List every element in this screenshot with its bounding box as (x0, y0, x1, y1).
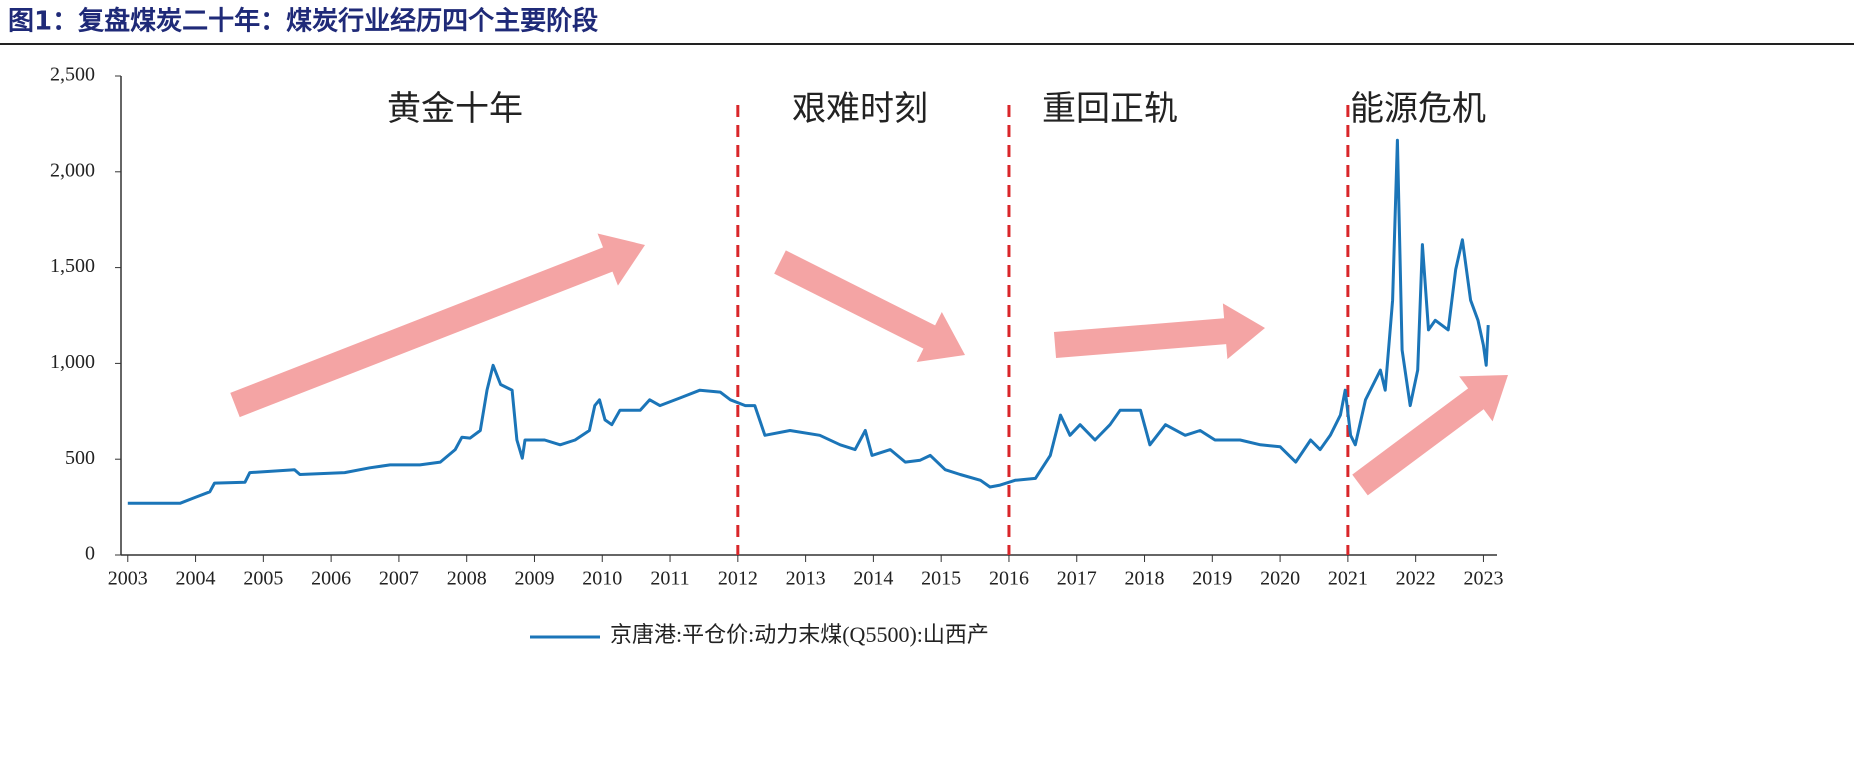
x-tick-label: 2018 (1125, 568, 1165, 590)
x-tick-label: 2011 (650, 568, 689, 590)
y-tick-label: 0 (85, 543, 95, 565)
trend-arrow (774, 250, 965, 363)
y-tick-label: 1,500 (50, 255, 95, 277)
x-tick-label: 2005 (243, 568, 283, 590)
y-tick-label: 500 (65, 447, 95, 469)
x-tick-label: 2003 (108, 568, 148, 590)
x-tick-label: 2009 (514, 568, 554, 590)
x-tick-label: 2013 (786, 568, 826, 590)
x-tick-label: 2019 (1192, 568, 1232, 590)
x-tick-label: 2014 (853, 568, 893, 590)
x-tick-label: 2012 (718, 568, 758, 590)
x-tick-label: 2007 (379, 568, 419, 590)
phase-label: 艰难时刻 (792, 90, 928, 128)
x-tick-label: 2016 (989, 568, 1029, 590)
y-tick-label: 2,500 (50, 64, 95, 86)
legend-label: 京唐港:平仓价:动力末煤(Q5500):山西产 (610, 622, 989, 647)
x-tick-label: 2008 (447, 568, 487, 590)
x-tick-label: 2022 (1396, 568, 1436, 590)
trend-arrow (1352, 375, 1508, 496)
y-tick-label: 1,000 (50, 351, 95, 373)
x-tick-label: 2010 (582, 568, 622, 590)
x-tick-label: 2023 (1463, 568, 1503, 590)
phase-label: 能源危机 (1350, 90, 1486, 128)
series-line (127, 138, 1490, 505)
trend-arrow (230, 233, 646, 418)
x-tick-label: 2004 (176, 568, 216, 590)
x-tick-label: 2017 (1057, 568, 1097, 590)
phase-label: 重回正轨 (1042, 90, 1178, 128)
chart-title: 图1：复盘煤炭二十年：煤炭行业经历四个主要阶段 (8, 6, 598, 37)
x-tick-label: 2006 (311, 568, 351, 590)
x-tick-label: 2021 (1328, 568, 1368, 590)
x-tick-label: 2020 (1260, 568, 1300, 590)
trend-arrow (1053, 303, 1265, 360)
y-tick-label: 2,000 (50, 159, 95, 181)
phase-label: 黄金十年 (387, 90, 523, 128)
x-tick-label: 2015 (921, 568, 961, 590)
